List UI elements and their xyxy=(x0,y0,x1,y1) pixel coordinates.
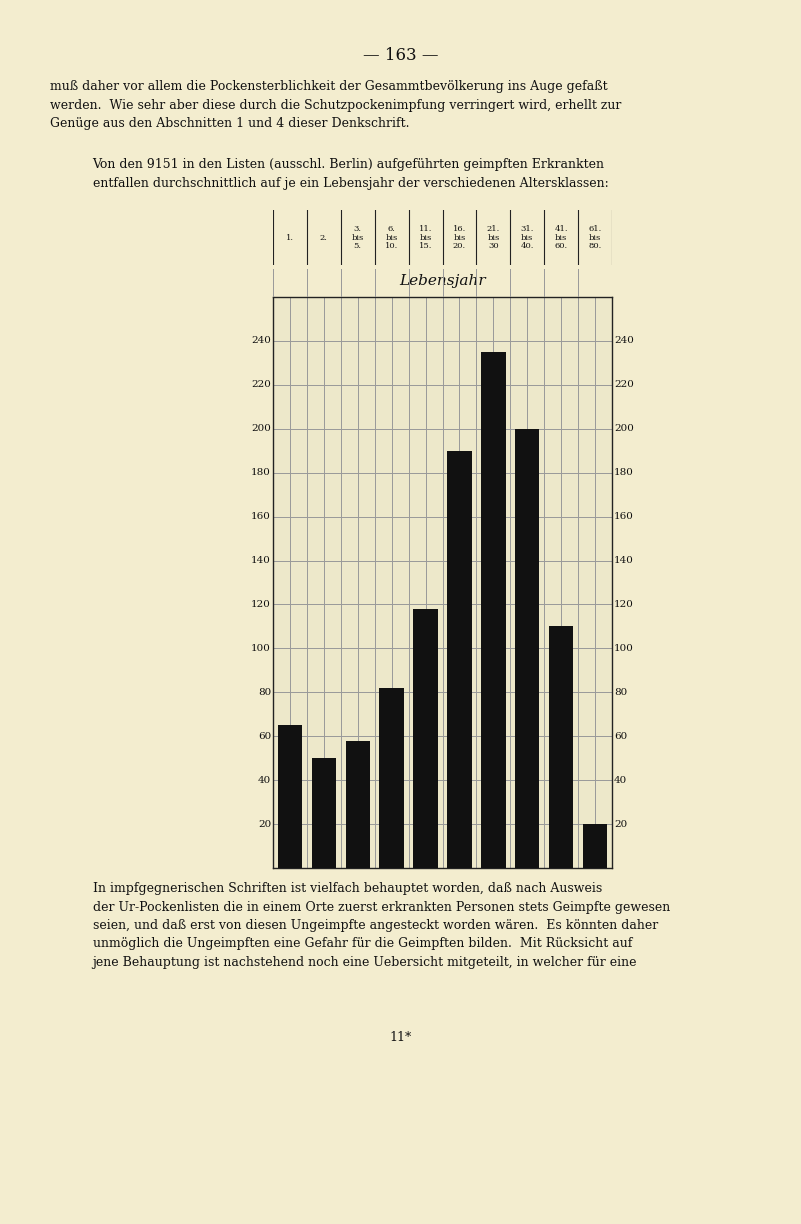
Text: 80: 80 xyxy=(258,688,271,696)
Text: 41.
bis
60.: 41. bis 60. xyxy=(554,224,568,251)
Text: 240: 240 xyxy=(252,337,271,345)
Bar xyxy=(447,450,472,868)
Text: 20: 20 xyxy=(614,820,627,829)
Text: 160: 160 xyxy=(614,512,634,521)
Text: 61.
bis
80.: 61. bis 80. xyxy=(589,224,602,251)
Text: 200: 200 xyxy=(614,425,634,433)
Text: 100: 100 xyxy=(614,644,634,652)
Text: 40: 40 xyxy=(614,776,627,785)
Text: muß daher vor allem die Pockensterblichkeit der Gesammtbevölkerung ins Auge gefa: muß daher vor allem die Pockensterblichk… xyxy=(50,80,622,130)
Text: 140: 140 xyxy=(252,556,271,565)
Text: Lebensjahr: Lebensjahr xyxy=(399,274,486,288)
Text: 6.
bis
10.: 6. bis 10. xyxy=(385,224,398,251)
Text: 200: 200 xyxy=(252,425,271,433)
Text: 21.
bis
30: 21. bis 30 xyxy=(487,224,500,251)
Text: 1.: 1. xyxy=(286,234,294,241)
Bar xyxy=(413,608,438,868)
Text: 31.
bis
40.: 31. bis 40. xyxy=(521,224,534,251)
Text: 11.
bis
15.: 11. bis 15. xyxy=(419,224,433,251)
Text: 220: 220 xyxy=(614,381,634,389)
Text: 60: 60 xyxy=(258,732,271,741)
Text: 140: 140 xyxy=(614,556,634,565)
Text: 220: 220 xyxy=(252,381,271,389)
Bar xyxy=(345,741,370,868)
Text: 60: 60 xyxy=(614,732,627,741)
Text: — 163 —: — 163 — xyxy=(363,47,438,64)
Text: 40: 40 xyxy=(258,776,271,785)
Text: Von den 9151 in den Listen (ausschl. Berlin) aufgeführten geimpften Erkrankten
e: Von den 9151 in den Listen (ausschl. Ber… xyxy=(93,158,608,190)
Text: In impfgegnerischen Schriften ist vielfach behauptet worden, daß nach Ausweis
de: In impfgegnerischen Schriften ist vielfa… xyxy=(93,883,670,969)
Text: 20: 20 xyxy=(258,820,271,829)
Text: 180: 180 xyxy=(614,469,634,477)
Text: 11*: 11* xyxy=(389,1031,412,1044)
Bar xyxy=(481,353,505,868)
Bar xyxy=(549,627,574,868)
Text: 2.: 2. xyxy=(320,234,328,241)
Text: 100: 100 xyxy=(252,644,271,652)
Text: 160: 160 xyxy=(252,512,271,521)
Text: 120: 120 xyxy=(614,600,634,610)
Text: 16.
bis
20.: 16. bis 20. xyxy=(453,224,466,251)
Bar xyxy=(278,726,302,868)
Text: 80: 80 xyxy=(614,688,627,696)
Text: 240: 240 xyxy=(614,337,634,345)
Bar xyxy=(312,758,336,868)
Bar xyxy=(515,428,539,868)
Bar xyxy=(583,824,607,868)
Text: 180: 180 xyxy=(252,469,271,477)
Text: 3.
bis
5.: 3. bis 5. xyxy=(352,224,364,251)
Text: 120: 120 xyxy=(252,600,271,610)
Bar xyxy=(380,688,404,868)
